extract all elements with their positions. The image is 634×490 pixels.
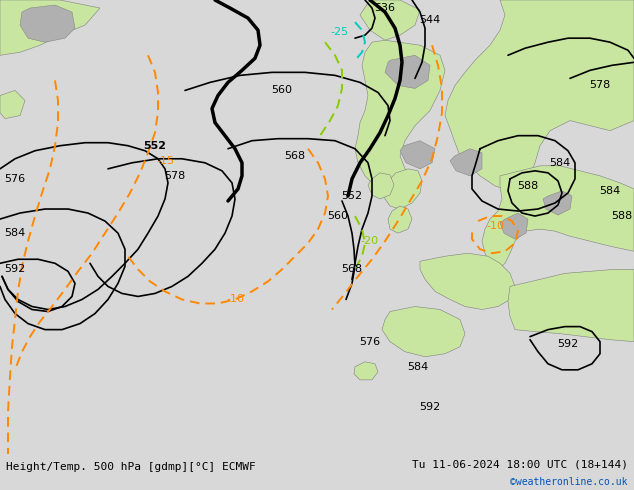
Text: ©weatheronline.co.uk: ©weatheronline.co.uk [510,477,628,487]
Text: -25: -25 [331,27,349,37]
Text: 592: 592 [557,339,579,349]
Polygon shape [388,206,412,233]
Polygon shape [482,166,634,270]
Polygon shape [400,141,435,169]
Text: 544: 544 [419,15,441,25]
Polygon shape [543,191,572,215]
Text: 588: 588 [517,181,539,191]
Text: 560: 560 [271,85,292,96]
Text: Tu 11-06-2024 18:00 UTC (18+144): Tu 11-06-2024 18:00 UTC (18+144) [411,459,628,469]
Text: 568: 568 [285,151,306,161]
Polygon shape [354,362,378,380]
Text: 588: 588 [611,211,633,221]
Polygon shape [385,55,430,88]
Text: -15: -15 [156,156,174,166]
Text: 592: 592 [419,402,441,412]
Text: -20: -20 [361,236,379,246]
Text: 584: 584 [599,186,621,196]
Text: 536: 536 [375,3,396,13]
Text: -10: -10 [486,221,504,231]
Polygon shape [420,253,515,310]
Polygon shape [20,5,75,42]
Polygon shape [383,169,422,209]
Polygon shape [445,0,634,191]
Polygon shape [360,0,420,40]
Polygon shape [0,0,100,55]
Polygon shape [500,213,528,239]
Text: 584: 584 [4,228,25,238]
Text: 552: 552 [342,191,363,201]
Polygon shape [0,91,25,119]
Polygon shape [368,173,394,199]
Text: 592: 592 [4,264,25,274]
Text: 584: 584 [550,158,571,168]
Text: 560: 560 [328,211,349,221]
Text: Height/Temp. 500 hPa [gdmp][°C] ECMWF: Height/Temp. 500 hPa [gdmp][°C] ECMWF [6,462,256,472]
Polygon shape [450,149,482,176]
Text: 568: 568 [342,264,363,274]
Text: 576: 576 [359,337,380,347]
Text: 576: 576 [4,174,25,184]
Text: 578: 578 [164,171,186,181]
Polygon shape [382,307,465,357]
Text: 584: 584 [408,362,429,372]
Text: -10: -10 [226,294,244,304]
Text: 578: 578 [590,80,611,91]
Polygon shape [508,270,634,342]
Polygon shape [355,40,445,201]
Text: 552: 552 [143,141,167,151]
